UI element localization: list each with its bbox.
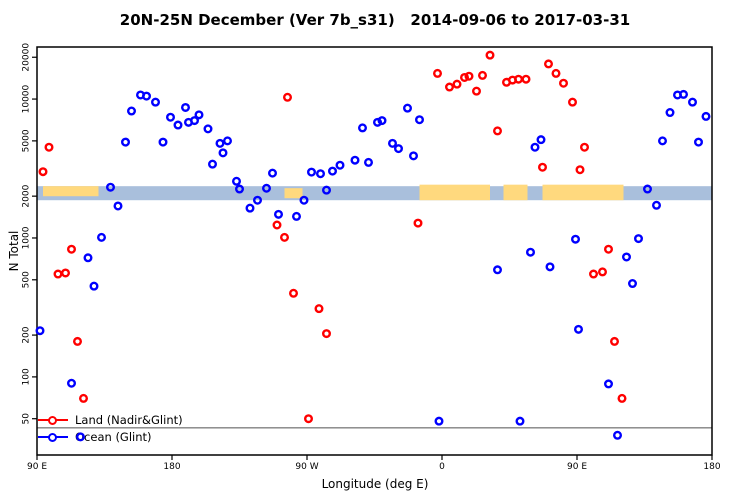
- svg-text:10000: 10000: [22, 84, 32, 113]
- svg-text:1000: 1000: [22, 226, 32, 249]
- legend-label-land: Land (Nadir&Glint): [75, 413, 183, 427]
- svg-text:100: 100: [22, 368, 32, 385]
- legend-item-ocean: Ocean (Glint): [38, 429, 183, 446]
- svg-text:5000: 5000: [22, 129, 32, 152]
- chart-title: 20N-25N December (Ver 7b_s31) 2014-09-06…: [119, 11, 631, 29]
- svg-text:180: 180: [163, 462, 180, 472]
- x-axis-label: Longitude (deg E): [321, 477, 429, 491]
- svg-text:90 E: 90 E: [567, 462, 587, 472]
- svg-text:2000: 2000: [22, 184, 32, 207]
- ocean-series-marker-icon: [38, 432, 68, 443]
- legend-item-land: Land (Nadir&Glint): [38, 412, 183, 429]
- svg-text:180: 180: [703, 462, 720, 472]
- legend-label-ocean: Ocean (Glint): [75, 430, 152, 444]
- svg-text:500: 500: [22, 271, 32, 288]
- y-axis-label: N Total: [7, 230, 21, 272]
- legend: Land (Nadir&Glint) Ocean (Glint): [38, 412, 183, 446]
- land-series-marker-icon: [38, 415, 68, 426]
- svg-text:200: 200: [22, 326, 32, 343]
- svg-text:90 E: 90 E: [27, 462, 47, 472]
- svg-text:90 W: 90 W: [295, 462, 318, 472]
- svg-text:20000: 20000: [22, 43, 32, 72]
- svg-text:0: 0: [439, 462, 445, 472]
- svg-text:50: 50: [22, 413, 32, 425]
